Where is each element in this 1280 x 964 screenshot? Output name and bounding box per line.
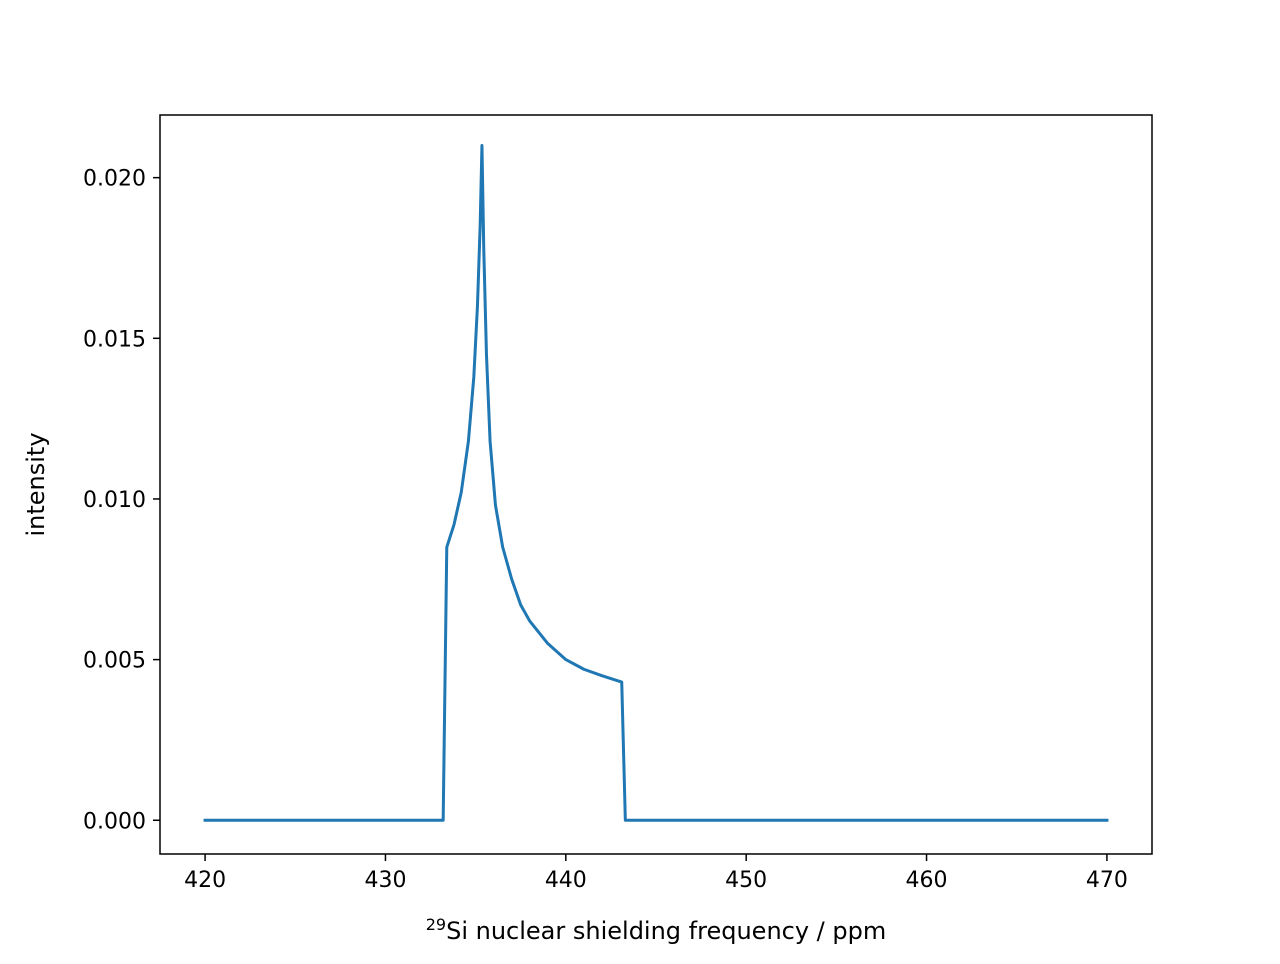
x-tick-label: 470 [1086, 868, 1128, 893]
x-axis-label-superscript: 29 [426, 915, 446, 934]
x-axis-label: 29Si nuclear shielding frequency / ppm [426, 915, 887, 945]
plot-layer [203, 144, 1109, 822]
y-tick-label: 0.010 [83, 488, 146, 513]
y-axis-ticks: 0.000 0.005 0.010 0.015 0.020 [83, 167, 160, 834]
axes-frame [159, 114, 1153, 855]
x-tick-label: 460 [906, 868, 948, 893]
x-tick-label: 450 [725, 868, 767, 893]
series-line [203, 144, 1109, 822]
x-tick-label: 430 [364, 868, 406, 893]
x-tick-label: 420 [184, 868, 226, 893]
y-tick-label: 0.015 [83, 327, 146, 352]
x-axis-ticks: 420 430 440 450 460 470 [184, 854, 1128, 893]
y-tick-label: 0.005 [83, 649, 146, 674]
y-tick-label: 0.020 [83, 167, 146, 192]
x-tick-label: 440 [545, 868, 587, 893]
y-tick-label: 0.000 [83, 809, 146, 834]
x-axis-label-text: Si nuclear shielding frequency / ppm [446, 917, 886, 945]
y-axis-label: intensity [22, 432, 50, 536]
